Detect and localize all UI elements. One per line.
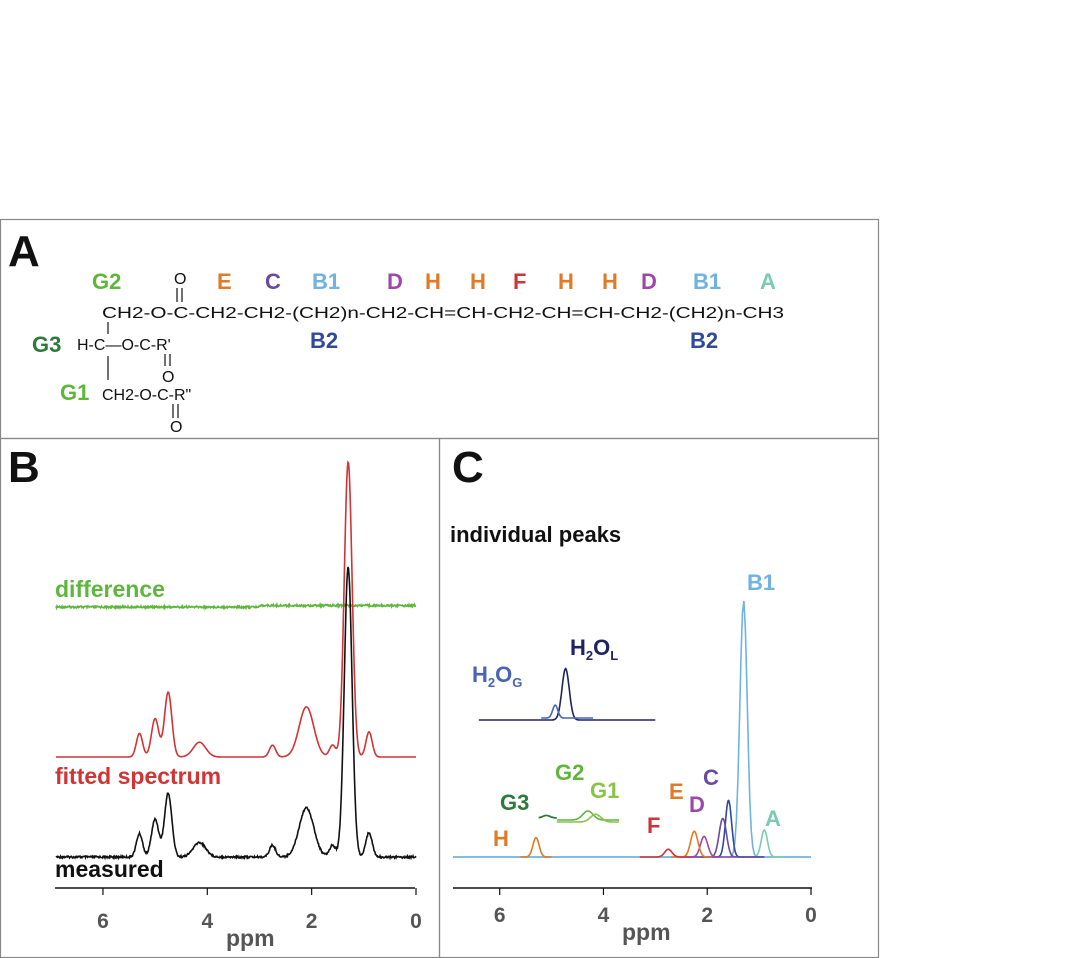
peak-label-h: H bbox=[493, 826, 509, 851]
peak-label-c: C bbox=[703, 765, 719, 790]
x-tick-label: 6 bbox=[494, 904, 506, 927]
panel-c-peak-labels: B1 A C D E F G2 G1 G3 H H2OG H2OL bbox=[472, 570, 781, 851]
peak-label-water-l: H2OL bbox=[570, 635, 618, 663]
structure-label-g2: G2 bbox=[92, 269, 121, 294]
peak-g2 bbox=[556, 810, 619, 821]
x-tick-label: 2 bbox=[701, 904, 713, 927]
x-tick-label: 2 bbox=[306, 910, 318, 933]
x-axis-label-c: ppm bbox=[622, 919, 671, 945]
peak-label-water-g: H2OG bbox=[472, 662, 522, 690]
structure-label-e: E bbox=[217, 269, 232, 294]
panel-b-traces bbox=[55, 460, 417, 861]
formula-glycerol-middle: H-C—O-C-R' bbox=[77, 337, 171, 354]
panel-b: B difference fitted spectrum measured 6 4… bbox=[8, 443, 422, 951]
formula-chain: CH2-O-C-CH2-CH2-(CH2)n-CH2-CH=CH-CH2-CH=… bbox=[102, 305, 784, 322]
b2-label: B2 bbox=[690, 328, 718, 353]
panel-c: C individual peaks B1 A C D E F G2 G1 G3… bbox=[450, 443, 817, 945]
formula-glycerol-bottom: CH2-O-C-R" bbox=[102, 387, 191, 404]
peak-h bbox=[520, 836, 552, 858]
x-tick-label: 0 bbox=[410, 910, 422, 933]
trace-fitted-spectrum bbox=[56, 460, 416, 758]
trace-measured bbox=[55, 566, 417, 861]
structure-label-d: D bbox=[641, 269, 657, 294]
panel-c-frame bbox=[438, 437, 880, 958]
chemical-formula: O CH2-O-C-CH2-CH2-(CH2)n-CH2-CH=CH-CH2-C… bbox=[77, 271, 784, 436]
difference-label: difference bbox=[55, 576, 165, 602]
panel-c-x-ticks: 6 4 2 0 bbox=[494, 888, 817, 927]
peak-h2og bbox=[541, 704, 594, 719]
panel-c-label: C bbox=[452, 443, 484, 492]
ester-oxygen: O bbox=[170, 419, 182, 436]
x-axis-label-b: ppm bbox=[226, 925, 275, 951]
structure-label-h: H bbox=[602, 269, 618, 294]
structure-label-c: C bbox=[265, 269, 281, 294]
x-tick-label: 4 bbox=[201, 910, 213, 933]
x-tick-label: 0 bbox=[805, 904, 817, 927]
panel-a: A G2 E C B1 D H H F H H D B1 A B2 B2 G3 G1 O CH2-O-C… bbox=[8, 227, 784, 436]
peak-b1 bbox=[453, 600, 811, 858]
g3-label: G3 bbox=[32, 332, 61, 357]
carbonyl-oxygen: O bbox=[174, 271, 186, 288]
structure-label-b1: B1 bbox=[693, 269, 721, 294]
peak-label-b1: B1 bbox=[747, 570, 775, 595]
measured-label: measured bbox=[55, 856, 164, 882]
structure-label-f: F bbox=[513, 269, 526, 294]
panel-c-traces bbox=[453, 600, 811, 858]
peak-a bbox=[743, 829, 786, 858]
peak-label-g1: G1 bbox=[590, 778, 619, 803]
peak-g1 bbox=[556, 813, 619, 823]
peak-f bbox=[639, 848, 692, 858]
peak-h2ol bbox=[478, 667, 656, 721]
peak-label-f: F bbox=[647, 813, 660, 838]
panel-a-frame bbox=[0, 218, 880, 440]
peak-label-d: D bbox=[689, 792, 705, 817]
panel-c-subtitle: individual peaks bbox=[450, 522, 621, 547]
peak-label-a: A bbox=[765, 806, 781, 831]
x-tick-label: 6 bbox=[97, 910, 109, 933]
structure-label-h: H bbox=[558, 269, 574, 294]
fitted-spectrum-label: fitted spectrum bbox=[55, 763, 221, 789]
structure-label-h: H bbox=[470, 269, 486, 294]
peak-e bbox=[670, 830, 713, 858]
trace-difference bbox=[55, 601, 416, 611]
structure-peak-labels: G2 E C B1 D H H F H H D B1 A bbox=[92, 269, 776, 294]
g1-label: G1 bbox=[60, 380, 89, 405]
ester-oxygen: O bbox=[162, 369, 174, 386]
structure-label-d: D bbox=[387, 269, 403, 294]
structure-label-b1: B1 bbox=[312, 269, 340, 294]
peak-label-e: E bbox=[669, 779, 684, 804]
peak-g3 bbox=[538, 814, 558, 819]
panel-b-x-ticks: 6 4 2 0 bbox=[97, 888, 422, 933]
b2-label: B2 bbox=[310, 328, 338, 353]
panel-a-label: A bbox=[8, 227, 40, 276]
x-tick-label: 4 bbox=[598, 904, 610, 927]
peak-label-g3: G3 bbox=[500, 790, 529, 815]
peak-label-g2: G2 bbox=[555, 760, 584, 785]
structure-label-a: A bbox=[760, 269, 776, 294]
structure-label-h: H bbox=[425, 269, 441, 294]
panel-b-label: B bbox=[8, 443, 40, 492]
